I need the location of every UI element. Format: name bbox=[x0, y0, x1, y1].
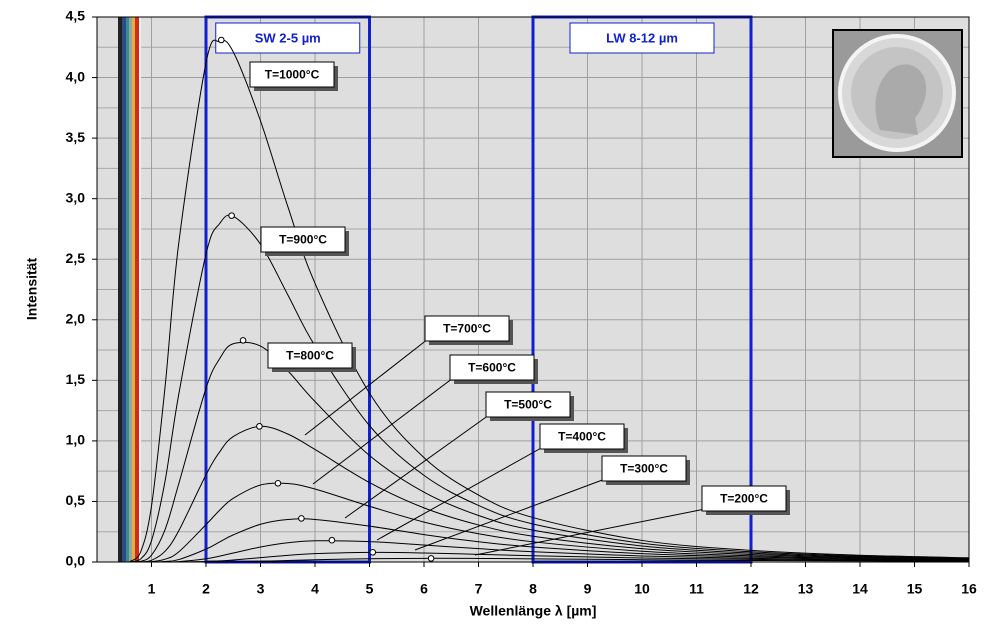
x-tick-label: 10 bbox=[634, 581, 650, 597]
y-tick-label: 1,5 bbox=[66, 371, 86, 387]
band-label: SW 2-5 µm bbox=[255, 30, 321, 45]
x-tick-label: 15 bbox=[907, 581, 923, 597]
peak-marker bbox=[427, 555, 435, 562]
legend-label: T=1000°C bbox=[265, 68, 320, 82]
label-box bbox=[249, 61, 335, 88]
peak-marker bbox=[217, 36, 225, 44]
label-box bbox=[424, 315, 510, 342]
legend-label: T=900°C bbox=[279, 233, 327, 247]
x-tick-label: 11 bbox=[689, 581, 704, 597]
legend-label: T=800°C bbox=[286, 349, 334, 363]
x-tick-label: 1 bbox=[148, 581, 156, 597]
leader-line bbox=[304, 338, 429, 436]
spectrum-stripe bbox=[129, 17, 132, 562]
legend-label: T=200°C bbox=[720, 492, 768, 506]
x-axis-label: Wellenlänge λ [µm] bbox=[470, 603, 597, 619]
leader-line bbox=[474, 508, 706, 556]
label-box bbox=[449, 354, 535, 381]
x-tick-label: 7 bbox=[475, 581, 483, 597]
leader-line bbox=[376, 446, 544, 541]
x-tick-label: 9 bbox=[584, 581, 592, 597]
x-tick-label: 3 bbox=[257, 581, 265, 597]
leader-line bbox=[344, 414, 490, 519]
coin-picture bbox=[832, 29, 963, 158]
spectrum-stripe bbox=[139, 17, 141, 562]
curve bbox=[129, 39, 970, 563]
y-tick-label: 0,5 bbox=[66, 492, 86, 508]
peak-marker bbox=[328, 536, 336, 544]
x-tick-label: 4 bbox=[311, 581, 319, 597]
y-tick-label: 2,0 bbox=[66, 310, 86, 326]
x-tick-label: 2 bbox=[202, 581, 210, 597]
y-tick-label: 3,0 bbox=[66, 189, 86, 205]
spectrum-stripe bbox=[126, 17, 129, 562]
visible-spectrum bbox=[118, 17, 141, 562]
y-tick-label: 1,0 bbox=[66, 432, 86, 448]
curve bbox=[129, 482, 970, 563]
leader-line bbox=[312, 377, 454, 485]
label-box bbox=[601, 455, 687, 482]
y-tick-label: 4,5 bbox=[66, 8, 86, 24]
label-box bbox=[701, 485, 787, 512]
spectrum-stripe bbox=[132, 17, 135, 562]
peak-marker bbox=[369, 549, 377, 556]
label-box bbox=[260, 226, 346, 253]
legend-label: T=700°C bbox=[443, 322, 491, 336]
label-box bbox=[539, 423, 625, 450]
peak-marker bbox=[239, 337, 247, 344]
spectrum-stripe bbox=[118, 17, 122, 562]
x-tick-label: 13 bbox=[798, 581, 814, 597]
x-tick-label: 16 bbox=[961, 581, 977, 597]
coin-portrait bbox=[875, 64, 927, 135]
legend-label: T=300°C bbox=[620, 462, 668, 476]
band-label-box bbox=[569, 22, 715, 54]
legend-label: T=400°C bbox=[558, 430, 606, 444]
legend-label: T=500°C bbox=[504, 398, 552, 412]
peak-marker bbox=[256, 423, 263, 430]
series-labels: T=1000°C T=900°C T=800°C T=700°C T=600°C T=50… bbox=[249, 61, 790, 556]
curve bbox=[129, 214, 970, 563]
label-box bbox=[267, 342, 353, 369]
band-label-box bbox=[215, 22, 361, 54]
x-tick-label: 12 bbox=[743, 581, 759, 597]
y-tick-label: 3,5 bbox=[66, 129, 86, 145]
curve bbox=[129, 425, 970, 563]
y-tick-label: 4,0 bbox=[66, 68, 86, 84]
peak-marker bbox=[298, 515, 305, 522]
peak-marker bbox=[274, 479, 282, 487]
x-tick-label: 5 bbox=[366, 581, 374, 597]
legend-label: T=600°C bbox=[468, 361, 516, 375]
curve bbox=[129, 341, 970, 563]
leader-line bbox=[414, 478, 606, 551]
label-box bbox=[485, 391, 571, 418]
band-label: LW 8-12 µm bbox=[606, 30, 678, 45]
y-axis-label: Intensität bbox=[24, 258, 40, 321]
spectrum-stripe bbox=[122, 17, 126, 562]
y-tick-label: 2,5 bbox=[66, 250, 86, 266]
x-tick-label: 14 bbox=[852, 581, 868, 597]
x-tick-label: 8 bbox=[529, 581, 537, 597]
y-tick-label: 0,0 bbox=[66, 553, 86, 569]
peak-marker bbox=[228, 212, 235, 219]
x-tick-label: 6 bbox=[420, 581, 428, 597]
spectrum-stripe bbox=[135, 17, 139, 562]
